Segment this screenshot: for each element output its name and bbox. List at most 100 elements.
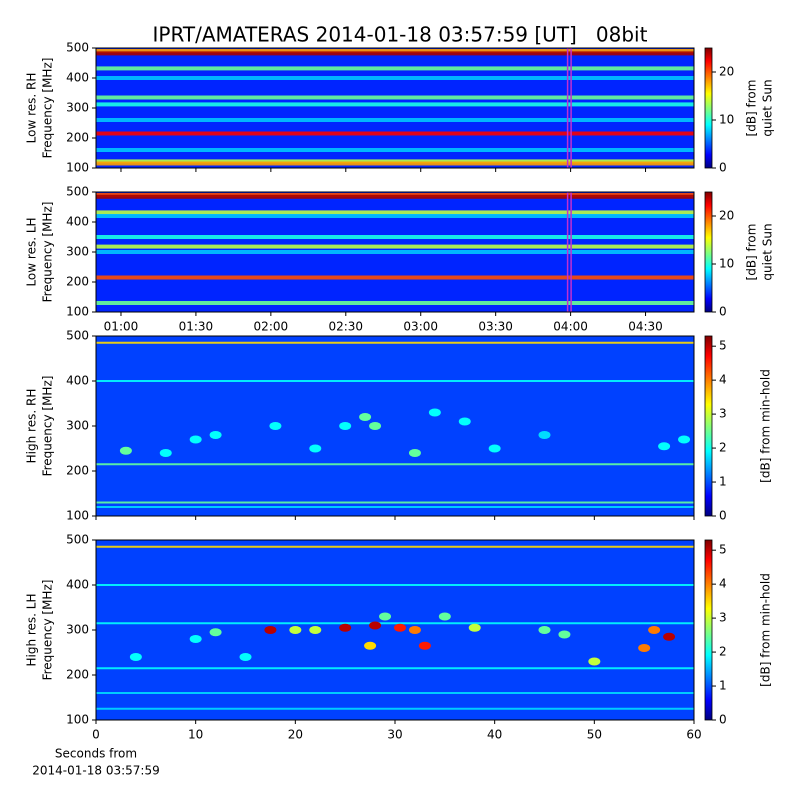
heatmap <box>96 48 694 168</box>
x-tick-label: 0 <box>92 728 100 742</box>
burst <box>588 657 601 666</box>
colorbar <box>704 335 713 517</box>
burst <box>658 442 671 451</box>
x-tick-label: 02:00 <box>254 320 289 334</box>
emission-line <box>96 506 694 508</box>
emission-line <box>96 244 694 249</box>
x-tick-label: 50 <box>587 728 602 742</box>
emission-line <box>96 622 694 625</box>
colorbar-tick-label: 0 <box>719 305 727 319</box>
colorbar-tick-label: 5 <box>719 543 727 557</box>
x-axis-label: Seconds from <box>55 747 137 761</box>
x-tick-label: 04:30 <box>628 320 663 334</box>
y-tick-label: 500 <box>66 41 89 55</box>
emission-line <box>96 545 694 548</box>
x-tick-label: 01:00 <box>104 320 139 334</box>
heatmap-background <box>96 336 694 516</box>
emission-line <box>96 66 694 71</box>
burst <box>538 431 551 439</box>
y-tick-label: 300 <box>66 101 89 115</box>
time-marker <box>566 48 572 168</box>
burst <box>209 431 222 439</box>
y-axis-label: High res. RH <box>25 389 39 464</box>
y-tick-label: 100 <box>66 509 89 523</box>
y-tick-label: 100 <box>66 713 89 727</box>
burst <box>159 449 172 457</box>
colorbar-tick-label: 3 <box>719 407 727 421</box>
x-tick-label: 01:30 <box>179 320 214 334</box>
colorbar-label: quiet Sun <box>761 79 775 136</box>
y-tick-label: 400 <box>66 71 89 85</box>
colorbar-label: [dB] from min-hold <box>759 573 773 687</box>
colorbar-tick-label: 2 <box>719 441 727 455</box>
emission-line <box>96 210 694 215</box>
burst <box>379 612 392 621</box>
burst <box>339 623 352 632</box>
burst <box>309 444 322 453</box>
y-tick-label: 500 <box>66 329 89 343</box>
burst <box>393 623 406 632</box>
emission-line <box>96 692 694 694</box>
burst <box>663 632 676 641</box>
emission-line <box>96 463 694 466</box>
colorbar-tick-label: 0 <box>719 509 727 523</box>
y-axis-label: Frequency [MHz] <box>41 58 55 159</box>
burst <box>648 626 661 634</box>
y-axis-label: High res. LH <box>25 593 39 666</box>
colorbar-tick-label: 4 <box>719 577 727 591</box>
burst <box>438 612 451 621</box>
burst <box>239 653 252 661</box>
colorbar-tick-label: 20 <box>719 209 734 223</box>
y-axis-label: Frequency [MHz] <box>41 376 55 477</box>
colorbar-tick-label: 10 <box>719 113 734 127</box>
emission-line <box>96 95 694 100</box>
emission-line <box>96 76 694 80</box>
y-tick-label: 400 <box>66 578 89 592</box>
emission-line <box>96 194 694 199</box>
x-tick-label: 03:30 <box>478 320 513 334</box>
y-axis-label: Low res. LH <box>25 217 39 286</box>
emission-line <box>96 235 694 239</box>
colorbar-tick-label: 0 <box>719 161 727 175</box>
emission-line <box>96 250 694 254</box>
colorbar-tick-label: 1 <box>719 679 727 693</box>
emission-line <box>96 161 694 166</box>
heatmap <box>96 336 694 516</box>
emission-line <box>96 148 694 152</box>
x-tick-label: 10 <box>188 728 203 742</box>
heatmap <box>96 192 694 312</box>
burst <box>408 449 421 457</box>
emission-line <box>96 707 694 710</box>
colorbar-tick-label: 0 <box>719 713 727 727</box>
colorbar <box>704 191 713 313</box>
colorbar-tick-label: 4 <box>719 373 727 387</box>
burst <box>418 641 431 650</box>
colorbar-label: quiet Sun <box>761 223 775 280</box>
emission-line <box>96 51 694 56</box>
y-tick-label: 100 <box>66 161 89 175</box>
x-tick-label: 30 <box>387 728 402 742</box>
burst <box>189 435 202 444</box>
burst <box>129 653 142 661</box>
colorbar-tick-label: 20 <box>719 65 734 79</box>
emission-line <box>96 667 694 670</box>
y-tick-label: 200 <box>66 668 89 682</box>
burst <box>558 630 571 639</box>
x-tick-label: 20 <box>288 728 303 742</box>
x-tick-label: 40 <box>487 728 502 742</box>
colorbar <box>704 47 713 169</box>
burst <box>638 644 651 652</box>
colorbar-tick-label: 3 <box>719 611 727 625</box>
y-axis-label: Frequency [MHz] <box>41 580 55 681</box>
burst <box>339 422 352 430</box>
time-marker <box>566 192 572 312</box>
y-tick-label: 500 <box>66 185 89 199</box>
heatmap <box>96 540 694 720</box>
emission-line <box>96 301 694 305</box>
y-tick-label: 200 <box>66 275 89 289</box>
x-tick-label: 60 <box>686 728 701 742</box>
y-tick-label: 300 <box>66 245 89 259</box>
burst <box>189 635 202 643</box>
